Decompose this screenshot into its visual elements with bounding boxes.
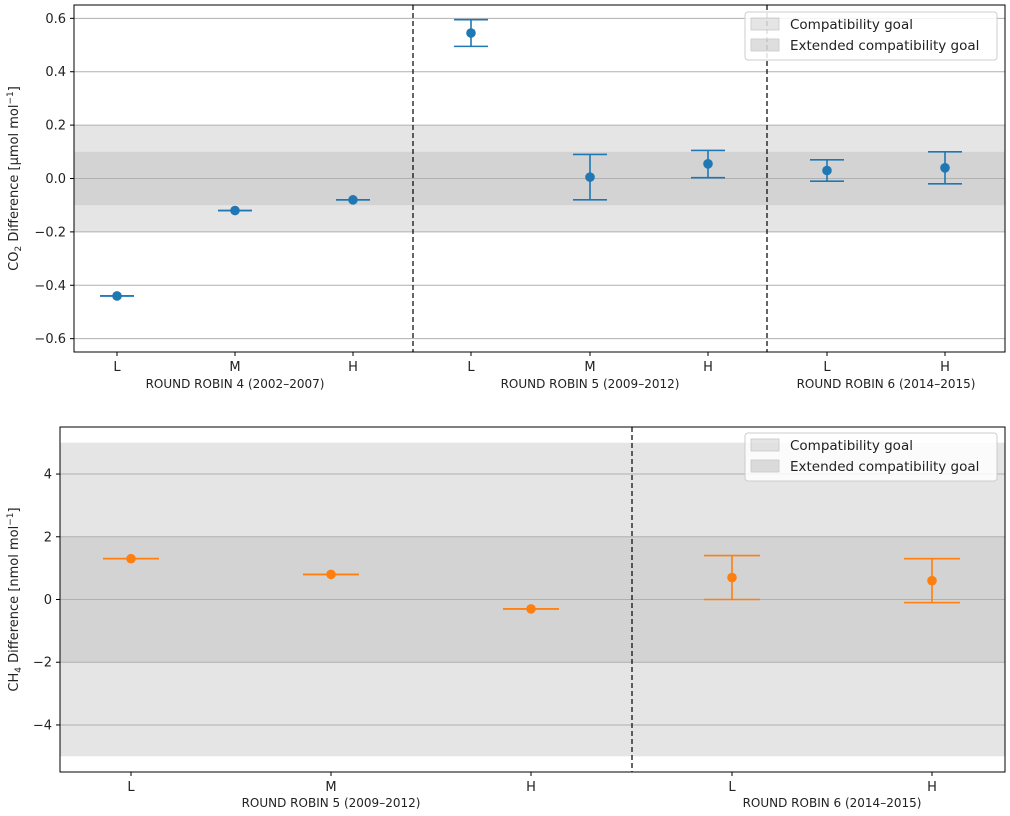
group-label: ROUND ROBIN 5 (2009–2012) — [242, 796, 421, 810]
legend-swatch — [750, 38, 780, 52]
data-point — [526, 604, 536, 614]
group-label: ROUND ROBIN 6 (2014–2015) — [743, 796, 922, 810]
legend-box — [744, 11, 998, 61]
legend-label: Compatibility goal — [790, 17, 913, 33]
axes-frame — [59, 426, 1006, 773]
y-axis-title-part: Difference [µmol mol — [7, 105, 22, 246]
x-tick-label: H — [348, 360, 358, 375]
data-point — [822, 165, 832, 176]
data-point — [348, 195, 358, 205]
x-tick-label: L — [728, 780, 736, 795]
y-axis-title-part: 2 — [14, 246, 24, 252]
y-tick-label: 2 — [44, 530, 52, 545]
data-point — [927, 575, 937, 586]
x-tick-label: L — [113, 360, 121, 375]
y-tick-label: 0.4 — [45, 65, 66, 80]
y-tick-label: 0 — [44, 593, 52, 608]
y-axis-title-part: −1 — [6, 91, 16, 104]
legend-label: Compatibility goal — [790, 438, 913, 454]
x-tick-label: H — [526, 780, 536, 795]
y-tick-label: −0.6 — [34, 332, 66, 347]
data-point — [703, 159, 713, 169]
data-point — [126, 553, 136, 564]
y-axis-title-part: CO — [7, 252, 22, 271]
x-tick-label: M — [229, 360, 240, 375]
legend-box — [744, 432, 998, 482]
y-tick-label: 0.0 — [45, 172, 66, 187]
y-axis-title: CH4 Difference [nmol mol−1] — [6, 507, 24, 691]
y-tick-label: 0.6 — [45, 12, 66, 27]
data-point — [230, 205, 240, 216]
x-tick-label: L — [823, 360, 831, 375]
y-tick-label: 0.2 — [45, 119, 66, 134]
axes-frame — [73, 4, 1006, 353]
y-axis-title-part: CH — [7, 673, 22, 692]
y-axis-title-part: −1 — [6, 513, 16, 526]
legend-swatch — [750, 438, 780, 452]
x-tick-label: H — [940, 360, 950, 375]
x-tick-label: M — [325, 780, 336, 795]
legend-swatch — [750, 17, 780, 31]
y-tick-label: −0.4 — [34, 279, 66, 294]
y-axis-title-part: ] — [7, 86, 22, 91]
y-tick-label: −0.2 — [34, 225, 66, 240]
legend-label: Extended compatibility goal — [790, 38, 979, 54]
y-tick-label: −2 — [33, 656, 52, 671]
group-label: ROUND ROBIN 5 (2009–2012) — [501, 377, 680, 391]
x-tick-label: M — [584, 360, 595, 375]
x-tick-label: H — [703, 360, 713, 375]
y-axis-title-part: 4 — [14, 667, 24, 673]
group-label: ROUND ROBIN 4 (2002–2007) — [146, 377, 325, 391]
data-point — [727, 572, 737, 583]
data-point — [940, 163, 950, 173]
panel-bottom: 4 2 0 −2 −4 L M H L H ROUND ROBIN 5 (2009–2012) ROU… — [6, 426, 1006, 810]
data-point — [112, 291, 122, 301]
x-tick-label: L — [127, 780, 135, 795]
x-tick-label: H — [927, 780, 937, 795]
y-axis-title-part: Difference [nmol mol — [7, 526, 22, 667]
y-axis-title: CO2 Difference [µmol mol−1] — [6, 86, 24, 271]
y-axis-title-part: ] — [7, 507, 22, 512]
data-point — [326, 569, 336, 580]
data-point — [466, 28, 476, 38]
legend-swatch — [750, 459, 780, 473]
x-tick-label: L — [467, 360, 475, 375]
y-tick-label: −4 — [33, 718, 52, 733]
panel-top: 0.6 0.4 0.2 0.0 −0.2 −0.4 −0.6 L M H L M H L H ROUND RO… — [6, 4, 1006, 391]
group-label: ROUND ROBIN 6 (2014–2015) — [797, 377, 976, 391]
legend-label: Extended compatibility goal — [790, 459, 979, 475]
data-point — [585, 172, 595, 182]
y-tick-label: 4 — [44, 468, 52, 483]
